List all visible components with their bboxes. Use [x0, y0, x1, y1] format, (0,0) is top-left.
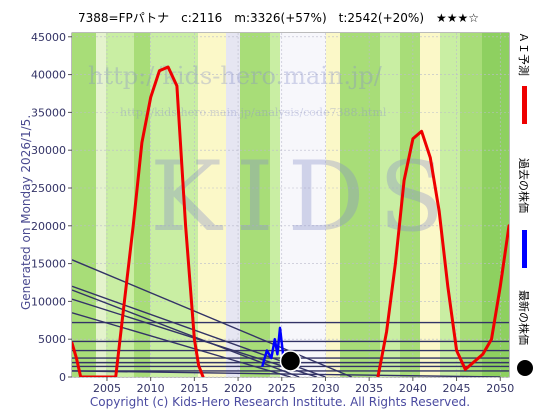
trend-lines [72, 259, 501, 377]
watermark-url: http://kids-hero.main.jp/ [88, 62, 383, 90]
grid [72, 33, 509, 378]
y-tick-label: 45000 [31, 31, 66, 44]
legend-label-latest: 最新の株価 [517, 290, 531, 345]
y-tick-label: 0 [59, 371, 66, 384]
chart-title: 7388=FPパトナ c:2116 m:3326(+57%) t:2542(+2… [78, 11, 479, 25]
ai-forecast-line [72, 65, 205, 377]
x-tick-label: 2040 [399, 382, 427, 395]
trend-line [72, 259, 352, 377]
past-price-line [261, 326, 285, 367]
x-tick-label: 2015 [180, 382, 208, 395]
legend-swatch-ai [522, 86, 527, 124]
x-tick-label: 2005 [93, 382, 121, 395]
legend-swatch-latest [517, 360, 533, 376]
y-tick-label: 5000 [38, 333, 66, 346]
trend-line [72, 312, 291, 377]
y-tick-label: 10000 [31, 295, 66, 308]
x-tick-label: 2020 [224, 382, 252, 395]
legend-swatch-past [522, 230, 527, 268]
x-tick-label: 2050 [486, 382, 514, 395]
legend-label-ai: ＡＩ予測 [517, 32, 531, 76]
watermark-url-sub: http://kids-hero.main.jp/analysis/code73… [120, 106, 387, 119]
trend-line [72, 370, 501, 377]
y-tick-label: 30000 [31, 144, 66, 157]
legend-label-past: 過去の株価 [517, 158, 531, 213]
x-axis: 2005 2010 2015 2020 2025 2030 2035 2040 2045 2050 [93, 377, 514, 395]
y-tick-label: 25000 [31, 182, 66, 195]
y-tick-label: 20000 [31, 220, 66, 233]
copyright-footer: Copyright (c) Kids-Hero Research Institu… [90, 395, 470, 409]
y-tick-label: 15000 [31, 258, 66, 271]
watermark-logo: KIDS [150, 141, 458, 253]
x-tick-label: 2010 [137, 382, 165, 395]
trend-bands [72, 33, 509, 377]
x-tick-label: 2045 [443, 382, 471, 395]
ai-forecast-line [376, 129, 509, 377]
x-tick-label: 2025 [268, 382, 296, 395]
y-tick-label: 40000 [31, 69, 66, 82]
series-lines [72, 65, 509, 377]
y-axis: 0 5000 10000 15000 20000 25000 30000 35000 40000… [31, 31, 72, 384]
y-tick-label: 35000 [31, 106, 66, 119]
x-tick-label: 2030 [311, 382, 339, 395]
latest-price-marker [279, 350, 302, 372]
generated-date-label: Generated on Monday 2026/1/5. [19, 115, 33, 310]
trend-line [72, 289, 300, 377]
latest-price-marker-group [279, 350, 302, 372]
legend: ＡＩ予測 過去の株価 最新の株価 [517, 32, 533, 376]
x-tick-label: 2035 [355, 382, 383, 395]
